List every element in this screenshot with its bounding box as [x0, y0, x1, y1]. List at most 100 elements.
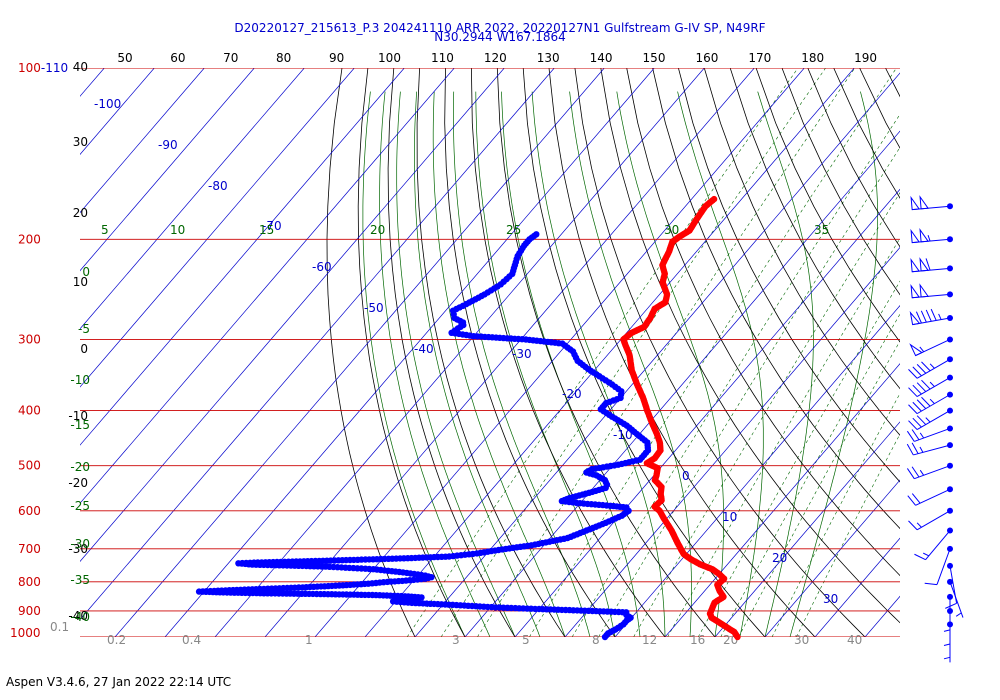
moist-adiabat-line: [677, 91, 764, 637]
top-axis-tick-label: 170: [748, 51, 771, 65]
mixing-ratio-line: [633, 192, 900, 637]
wind-barb-full: [911, 493, 921, 504]
wind-barb-full: [911, 429, 920, 441]
isotherm-line: [80, 68, 405, 446]
dry-adiabat-line: [755, 68, 900, 343]
isotherm-line: [364, 68, 855, 637]
wind-barb-half: [919, 469, 925, 476]
wind-barb: [943, 593, 953, 635]
wind-barb: [910, 228, 953, 244]
wind-barb-full: [908, 420, 918, 430]
wind-barb-half: [925, 417, 931, 423]
pressure-label: 700: [18, 542, 41, 556]
wind-barb-full: [911, 442, 919, 454]
mixing-ratio-line: [667, 237, 900, 637]
mixing-ratio-line: [720, 313, 900, 637]
wind-barb-flag: [910, 257, 921, 273]
moist-adiabat-label: 15: [259, 223, 274, 237]
left-axis-tick-label: 20: [73, 206, 88, 220]
wind-barb-half: [919, 432, 925, 439]
mixing-ratio-line: [529, 68, 897, 637]
top-axis-tick-label: 90: [329, 51, 344, 65]
chart-title: D20220127_215613_P.3 204241110 ARR 2022,…: [234, 21, 766, 35]
isotherm-label: 30: [823, 592, 838, 606]
wind-barb-full: [912, 384, 922, 395]
moist-adiabat-label: 25: [506, 223, 521, 237]
wind-barb: [943, 607, 953, 649]
wind-barb: [924, 545, 953, 586]
top-axis-tick-label: 180: [801, 51, 824, 65]
isotherm-label: -90: [158, 138, 178, 152]
pressure-label: 1000: [10, 626, 41, 640]
isotherm-line: [164, 68, 655, 637]
left-axis-tick-label: 10: [73, 275, 88, 289]
wind-barb: [910, 283, 953, 299]
wind-barb-staff: [914, 465, 951, 480]
pressure-label: 400: [18, 404, 41, 418]
mixing-ratio-label: 3: [452, 633, 460, 647]
chart-subtitle: N30.2944 W167.1864: [434, 30, 566, 44]
mixing-ratio-line: [440, 68, 826, 637]
moist-adiabat-label: 30: [664, 223, 679, 237]
isotherm-label: -10: [613, 428, 633, 442]
isotherm-label: 0: [682, 469, 690, 483]
wind-barb-full: [925, 258, 931, 271]
top-axis-tick-label: 150: [643, 51, 666, 65]
wind-barb: [908, 391, 953, 415]
mixing-ratio-label: 12: [642, 633, 657, 647]
wind-barb-full: [906, 430, 915, 442]
dry-adiabat-line: [911, 68, 1000, 637]
moist-adiabat-line: [569, 91, 692, 637]
wind-barb: [906, 425, 953, 442]
dry-adiabat-line: [574, 68, 866, 637]
wind-barb-full: [921, 361, 931, 372]
mixing-ratio-label: 5: [522, 633, 530, 647]
wind-barb: [910, 195, 953, 211]
isotherm-label: -70: [262, 219, 282, 233]
dry-adiabat-line: [652, 68, 900, 530]
wind-barb: [909, 336, 953, 357]
dry-adiabat-line: [416, 68, 566, 637]
isotherm-line: [614, 305, 900, 637]
dry-adiabat-line: [626, 68, 900, 577]
left-axis-tick-label: 0: [80, 342, 88, 356]
dry-adiabat-line: [496, 68, 716, 637]
wind-barb-half: [943, 656, 951, 660]
top-axis-tick-label: 120: [484, 51, 507, 65]
dry-adiabat-line: [387, 68, 516, 637]
pressure-label: 800: [18, 575, 41, 589]
wind-barb-half: [929, 398, 935, 404]
data-series: [195, 195, 741, 641]
wind-barb-full: [921, 396, 931, 407]
moist-adiabat-line: [789, 91, 878, 637]
top-axis-tick-label: 50: [117, 51, 132, 65]
wind-barb-half: [929, 363, 935, 369]
wind-barb-staff: [916, 394, 951, 415]
wind-barb-half: [938, 313, 942, 320]
left-axis-tick-label: -30: [68, 542, 88, 556]
left-axis-tick-label: 30: [73, 135, 88, 149]
isotherm-line: [80, 68, 455, 504]
left-green-label: -5: [78, 322, 90, 336]
top-axis-tick-label: 100: [378, 51, 401, 65]
wind-barb-flag: [919, 283, 929, 298]
moist-adiabat-label: 20: [370, 223, 385, 237]
wind-barb-full: [912, 366, 922, 377]
pressure-label: 300: [18, 332, 41, 346]
mixing-ratio-line: [406, 68, 799, 637]
mixing-ratio-line: [477, 68, 856, 637]
wind-barb-flag: [910, 228, 921, 244]
isotherm-line: [80, 68, 205, 214]
left-axis-tick-label: -20: [68, 476, 88, 490]
isotherm-label: -40: [414, 342, 434, 356]
wind-barb-full: [945, 602, 957, 609]
wind-barb-full: [925, 309, 932, 322]
isotherm-line: [564, 246, 900, 637]
wind-barb: [914, 527, 953, 561]
moist-adiabat-line: [379, 91, 491, 637]
dry-adiabat-line: [885, 68, 900, 98]
wind-barb-flag: [919, 228, 929, 243]
dry-adiabat-line: [444, 68, 616, 637]
top-axis-tick-label: 190: [854, 51, 877, 65]
isotherm-line: [915, 68, 1000, 637]
